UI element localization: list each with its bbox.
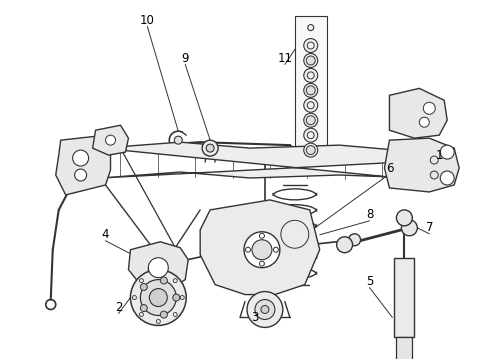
Text: 6: 6 bbox=[386, 162, 393, 175]
Polygon shape bbox=[93, 125, 128, 155]
Bar bbox=[394, 258, 415, 337]
Circle shape bbox=[141, 280, 176, 315]
Circle shape bbox=[160, 277, 168, 284]
Circle shape bbox=[348, 234, 361, 246]
Polygon shape bbox=[385, 138, 459, 192]
Circle shape bbox=[105, 135, 116, 145]
Text: 1: 1 bbox=[436, 149, 443, 162]
Circle shape bbox=[74, 169, 87, 181]
Circle shape bbox=[396, 210, 413, 226]
Polygon shape bbox=[56, 135, 111, 195]
Circle shape bbox=[160, 311, 168, 318]
Circle shape bbox=[148, 263, 162, 276]
Polygon shape bbox=[128, 242, 188, 292]
Circle shape bbox=[148, 258, 168, 278]
Polygon shape bbox=[100, 142, 439, 182]
Circle shape bbox=[304, 84, 318, 97]
Circle shape bbox=[140, 284, 147, 291]
Circle shape bbox=[202, 140, 218, 156]
Circle shape bbox=[173, 294, 180, 301]
Text: 11: 11 bbox=[277, 52, 293, 65]
Circle shape bbox=[306, 146, 315, 154]
Text: 2: 2 bbox=[115, 301, 122, 314]
Circle shape bbox=[304, 98, 318, 112]
Text: 8: 8 bbox=[366, 208, 373, 221]
Circle shape bbox=[149, 289, 167, 306]
Circle shape bbox=[304, 113, 318, 127]
Circle shape bbox=[304, 54, 318, 67]
Text: 5: 5 bbox=[366, 275, 373, 288]
Circle shape bbox=[401, 220, 417, 236]
Circle shape bbox=[306, 116, 315, 125]
Circle shape bbox=[440, 171, 454, 185]
Circle shape bbox=[304, 39, 318, 53]
Circle shape bbox=[304, 128, 318, 142]
Bar bbox=[396, 337, 413, 360]
Circle shape bbox=[261, 306, 269, 314]
Circle shape bbox=[255, 300, 275, 319]
Circle shape bbox=[73, 150, 89, 166]
Circle shape bbox=[423, 102, 435, 114]
Text: 3: 3 bbox=[251, 311, 259, 324]
Circle shape bbox=[244, 232, 280, 268]
Circle shape bbox=[419, 117, 429, 127]
Circle shape bbox=[247, 292, 283, 328]
Polygon shape bbox=[200, 200, 319, 294]
Polygon shape bbox=[390, 88, 447, 138]
Circle shape bbox=[306, 56, 315, 65]
Text: 7: 7 bbox=[425, 221, 433, 234]
Circle shape bbox=[206, 144, 214, 152]
Circle shape bbox=[306, 86, 315, 95]
Circle shape bbox=[130, 270, 186, 325]
Circle shape bbox=[174, 136, 182, 144]
Circle shape bbox=[440, 145, 454, 159]
Bar bbox=[295, 15, 327, 160]
Circle shape bbox=[304, 68, 318, 82]
Text: 4: 4 bbox=[102, 228, 109, 241]
Circle shape bbox=[304, 143, 318, 157]
Circle shape bbox=[140, 305, 147, 311]
Text: 10: 10 bbox=[140, 14, 155, 27]
Text: 9: 9 bbox=[181, 52, 189, 65]
Circle shape bbox=[252, 240, 272, 260]
Circle shape bbox=[337, 237, 353, 253]
